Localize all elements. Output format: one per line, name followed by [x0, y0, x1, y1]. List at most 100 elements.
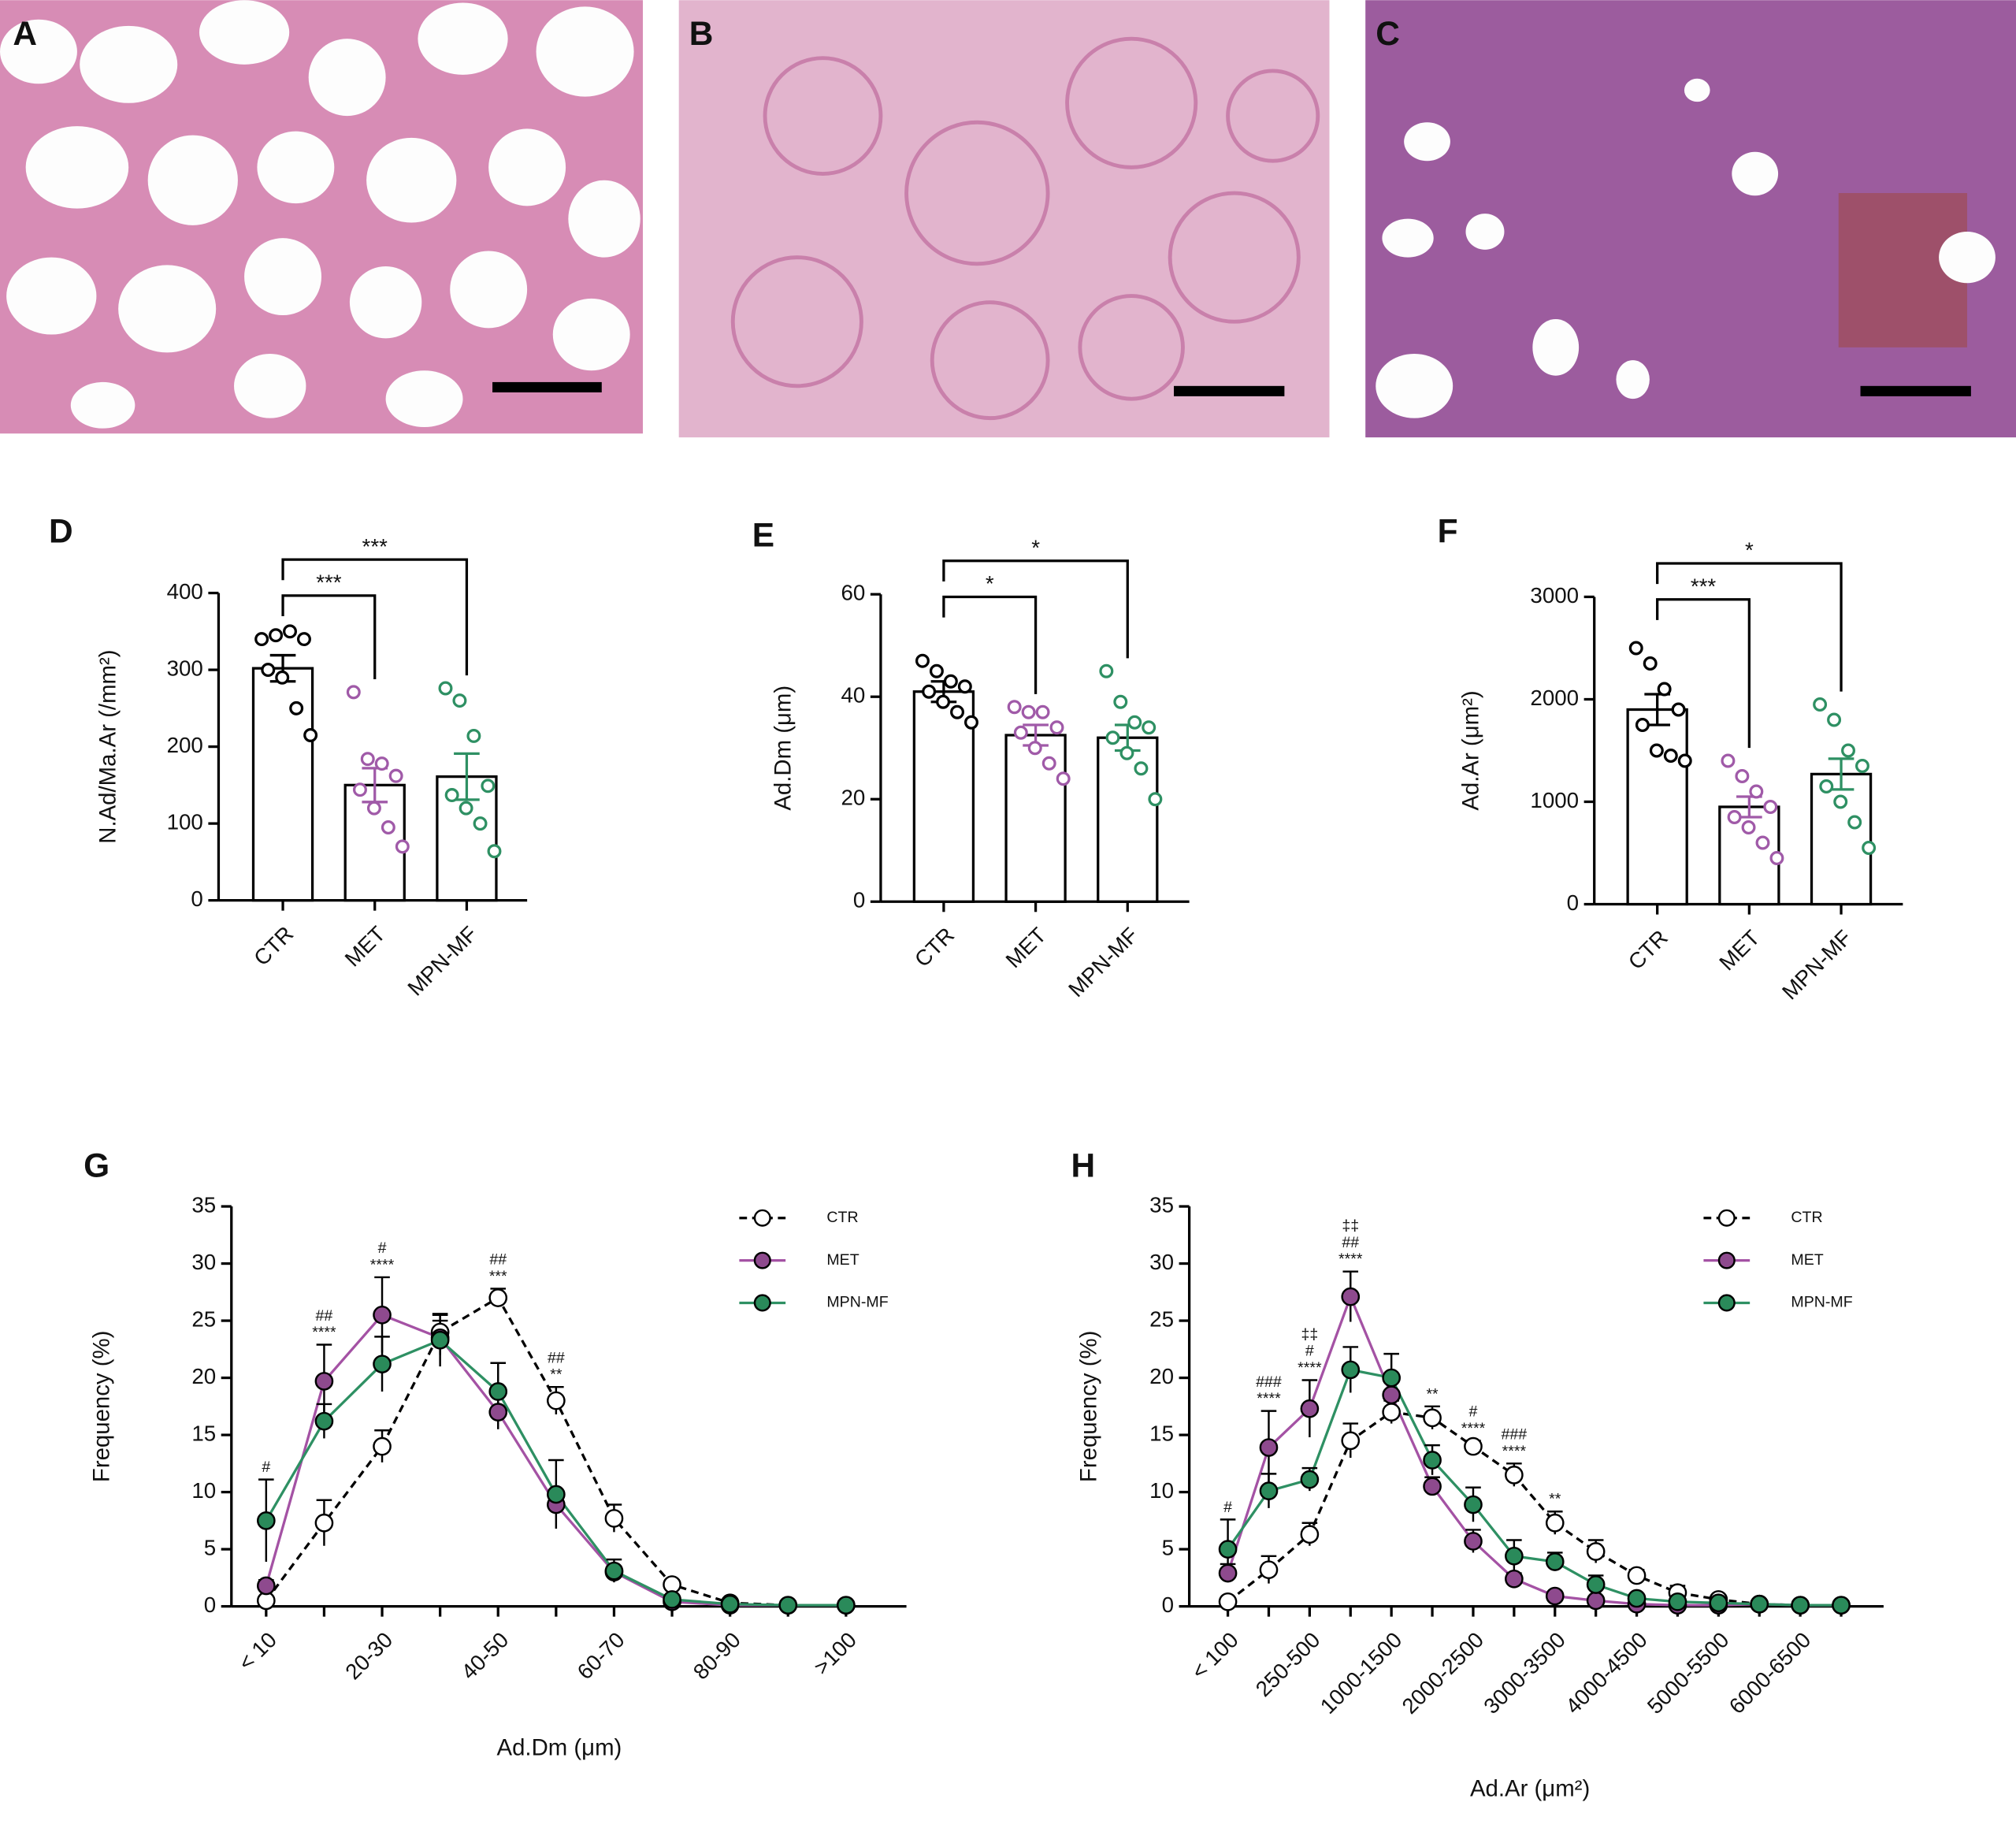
marker	[430, 1330, 450, 1350]
marker	[1627, 1589, 1647, 1608]
y-tick-label: 15	[191, 1421, 216, 1445]
data-point	[473, 816, 488, 831]
marker	[1505, 1546, 1524, 1566]
data-point	[352, 782, 367, 797]
data-point	[929, 663, 944, 678]
y-axis-label: Frequency (%)	[88, 1331, 114, 1483]
legend-marker	[1717, 1209, 1736, 1227]
marker	[1218, 1563, 1238, 1583]
data-point	[1142, 720, 1157, 735]
marker	[488, 1403, 508, 1421]
data-point	[269, 628, 284, 643]
x-tick-label: 80-90	[689, 1627, 745, 1684]
data-point	[1827, 712, 1842, 727]
y-tick-label: 20	[841, 786, 865, 810]
significance-label: **	[1549, 1491, 1561, 1508]
x-tick-label: 5000-5500	[1643, 1627, 1734, 1719]
data-point	[1833, 794, 1848, 809]
significance-label: ***	[489, 1268, 507, 1285]
data-point	[1041, 756, 1056, 771]
significance-label: ##	[1342, 1234, 1359, 1251]
x-tick-label: MET	[340, 921, 390, 971]
y-tick-label: 35	[1149, 1192, 1174, 1217]
y-tick-label: 5	[1162, 1535, 1174, 1559]
data-point	[1749, 784, 1764, 799]
data-point	[1862, 841, 1877, 855]
significance-label: ****	[1257, 1390, 1281, 1407]
data-point	[1741, 820, 1756, 834]
data-point	[374, 756, 389, 771]
series-line	[265, 1295, 846, 1607]
marker	[1709, 1593, 1728, 1613]
adipocytes	[1376, 78, 1996, 418]
image-b	[678, 0, 1330, 438]
x-tick-label: MPN-MF	[403, 921, 481, 1000]
marker	[1423, 1477, 1442, 1496]
data-point	[388, 768, 403, 783]
marker	[1791, 1596, 1810, 1615]
y-tick-label: 0	[204, 1592, 216, 1617]
marker	[1259, 1438, 1279, 1457]
adipocytes	[0, 0, 640, 429]
y-tick-label: 0	[853, 888, 865, 912]
data-point	[1035, 704, 1050, 719]
data-point	[438, 681, 453, 696]
significance-label: **	[550, 1366, 562, 1384]
data-point	[1847, 815, 1862, 830]
marker	[1464, 1436, 1483, 1456]
data-point	[1769, 851, 1784, 865]
data-point	[254, 632, 269, 647]
data-point	[366, 801, 381, 816]
image-c	[1365, 0, 2016, 438]
y-tick-label: 0	[1567, 890, 1579, 915]
data-point	[922, 684, 937, 699]
y-tick-label: 200	[167, 733, 203, 757]
marker	[1505, 1569, 1524, 1589]
marker	[488, 1288, 508, 1307]
marker	[604, 1509, 624, 1528]
data-point	[1013, 725, 1028, 740]
marker	[314, 1513, 334, 1533]
y-axis-label: Frequency (%)	[1076, 1331, 1102, 1483]
y-axis-label: Ad.Dm (μm)	[770, 686, 796, 811]
x-tick-label: 20-30	[340, 1627, 397, 1684]
significance-label: #	[1305, 1343, 1314, 1360]
x-tick-label: MPN-MF	[1064, 923, 1142, 1002]
data-point	[1841, 743, 1855, 758]
marker	[1423, 1408, 1442, 1428]
x-tick-label: CTR	[1624, 925, 1673, 974]
y-tick-label: 300	[167, 656, 203, 680]
data-point	[1628, 641, 1643, 656]
significance-label: ***	[316, 570, 342, 594]
legend-label: MPN-MF	[826, 1294, 888, 1311]
marker	[1341, 1431, 1361, 1451]
series-line	[1227, 1410, 1842, 1607]
x-tick-label: 1000-1500	[1316, 1627, 1407, 1719]
marker	[256, 1576, 276, 1596]
legend-label: MPN-MF	[1791, 1294, 1852, 1311]
y-tick-label: 30	[1149, 1250, 1174, 1274]
data-point	[1134, 761, 1149, 776]
data-point	[1677, 753, 1692, 768]
x-tick-label: MPN-MF	[1777, 925, 1856, 1004]
data-point	[1763, 800, 1778, 814]
x-tick-label: < 10	[233, 1627, 281, 1675]
data-point	[964, 715, 978, 730]
legend-label: CTR	[826, 1209, 858, 1226]
y-axis-label: N.Ad/Ma.Ar (/mm²)	[95, 649, 121, 843]
x-tick-label: 3000-3500	[1479, 1627, 1570, 1719]
y-tick-label: 40	[841, 683, 865, 708]
panel-label: G	[84, 1146, 110, 1184]
x-axis-label: Ad.Ar (μm²)	[1470, 1776, 1590, 1802]
marker	[314, 1411, 334, 1431]
data-point	[1657, 682, 1672, 697]
bar	[1097, 736, 1159, 903]
legend-marker	[1717, 1294, 1736, 1312]
marker	[1750, 1594, 1769, 1614]
data-point	[1007, 700, 1022, 715]
data-point	[1119, 745, 1134, 760]
data-point	[283, 624, 297, 639]
significance-bracket	[1656, 562, 1843, 692]
data-point	[950, 704, 965, 719]
marker	[1505, 1465, 1524, 1485]
